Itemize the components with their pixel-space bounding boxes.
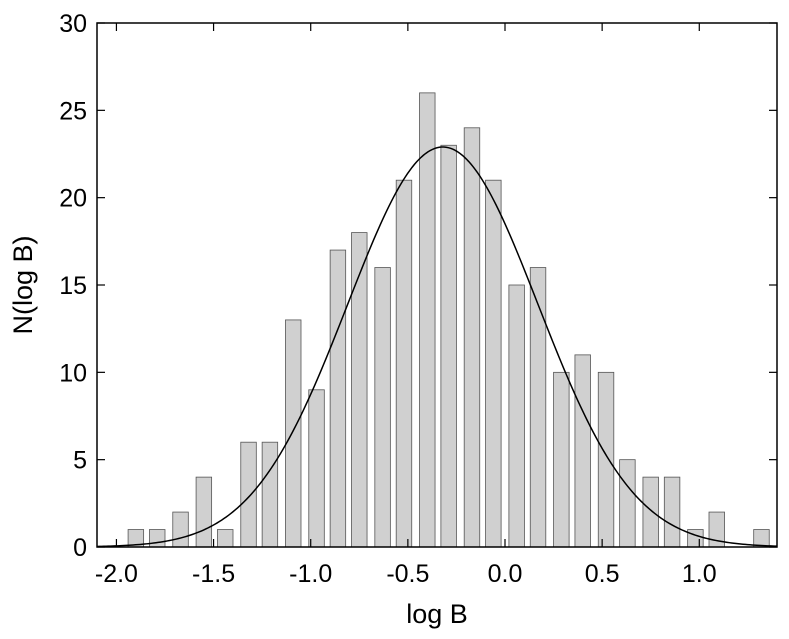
- y-tick-label: 5: [73, 447, 87, 475]
- x-tick-label: -1.0: [289, 560, 332, 588]
- ticks-layer: [97, 22, 777, 548]
- histogram-bar: [642, 476, 659, 548]
- histogram-bar: [553, 371, 570, 548]
- y-tick-label: 20: [59, 185, 87, 213]
- y-tick-label: 25: [59, 97, 87, 125]
- histogram-bar: [529, 267, 547, 548]
- histogram-bar: [463, 127, 481, 548]
- x-tick-label: -1.5: [192, 560, 235, 588]
- bars-layer: [127, 92, 770, 548]
- y-tick-label: 10: [59, 359, 87, 387]
- y-tick-label: 30: [59, 10, 87, 38]
- histogram-bar: [240, 441, 257, 548]
- histogram-bar: [663, 476, 681, 548]
- plot-frame: [96, 22, 778, 548]
- histogram-bar: [395, 179, 413, 548]
- x-tick-label: 0.5: [585, 560, 620, 588]
- histogram-bar: [574, 354, 591, 548]
- histogram-bar: [687, 529, 704, 548]
- histogram-bar: [374, 267, 391, 548]
- x-axis-title: log B: [406, 599, 468, 629]
- x-tick-label: 1.0: [682, 560, 717, 588]
- histogram-bar: [261, 441, 279, 548]
- histogram-bar: [195, 476, 213, 548]
- gaussian-fit-curve: [96, 146, 778, 548]
- histogram-bar: [753, 529, 770, 548]
- histogram-bar: [217, 529, 234, 548]
- histogram-bar: [351, 232, 368, 548]
- histogram-bar: [172, 511, 189, 548]
- histogram-bar: [285, 319, 302, 548]
- tick-labels-layer: -2.0 -1.5 -1.0 -0.5 0.0 0.5 1.0 0 5 10 15 20 25 30: [59, 10, 716, 588]
- histogram-bar: [485, 179, 502, 548]
- histogram-bar: [149, 529, 166, 548]
- histogram-bar: [329, 249, 347, 548]
- histogram-bar: [419, 92, 436, 548]
- histogram-bar: [508, 284, 525, 548]
- y-tick-label: 15: [59, 272, 87, 300]
- x-tick-label: 0.0: [488, 560, 523, 588]
- y-tick-label: 0: [73, 534, 87, 562]
- x-tick-label: -0.5: [386, 560, 429, 588]
- histogram-bar: [619, 459, 636, 548]
- histogram-bar: [308, 389, 325, 548]
- y-axis-title: N(log B): [8, 235, 38, 334]
- x-tick-label: -2.0: [95, 560, 138, 588]
- histogram-bar: [440, 144, 457, 548]
- histogram-bar: [597, 371, 615, 548]
